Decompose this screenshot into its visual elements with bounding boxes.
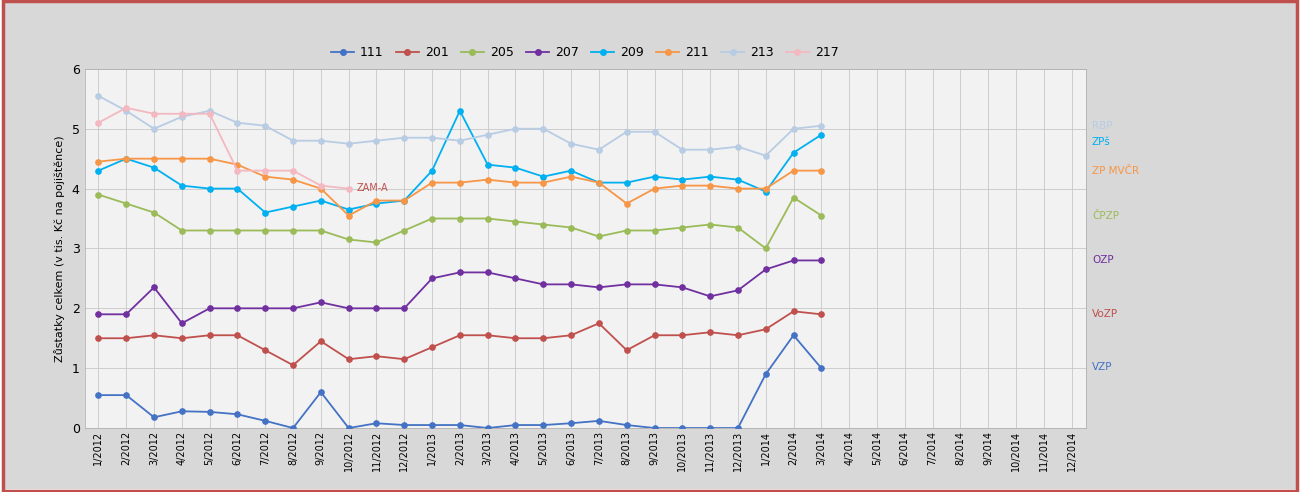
Text: RBP: RBP [1092, 121, 1113, 131]
Text: VZP: VZP [1092, 362, 1113, 372]
Text: VoZP: VoZP [1092, 309, 1118, 319]
Y-axis label: Zůstatky celkem (v tis. Kč na pojištěnce): Zůstatky celkem (v tis. Kč na pojištěnce… [53, 135, 65, 362]
Text: ZAM-A: ZAM-A [358, 184, 389, 193]
Legend: 111, 201, 205, 207, 209, 211, 213, 217: 111, 201, 205, 207, 209, 211, 213, 217 [332, 46, 838, 59]
Text: OZP: OZP [1092, 255, 1114, 265]
Text: ZPš: ZPš [1092, 137, 1110, 147]
Text: ZP MVČR: ZP MVČR [1092, 166, 1139, 176]
Text: ČPZP: ČPZP [1092, 211, 1119, 220]
